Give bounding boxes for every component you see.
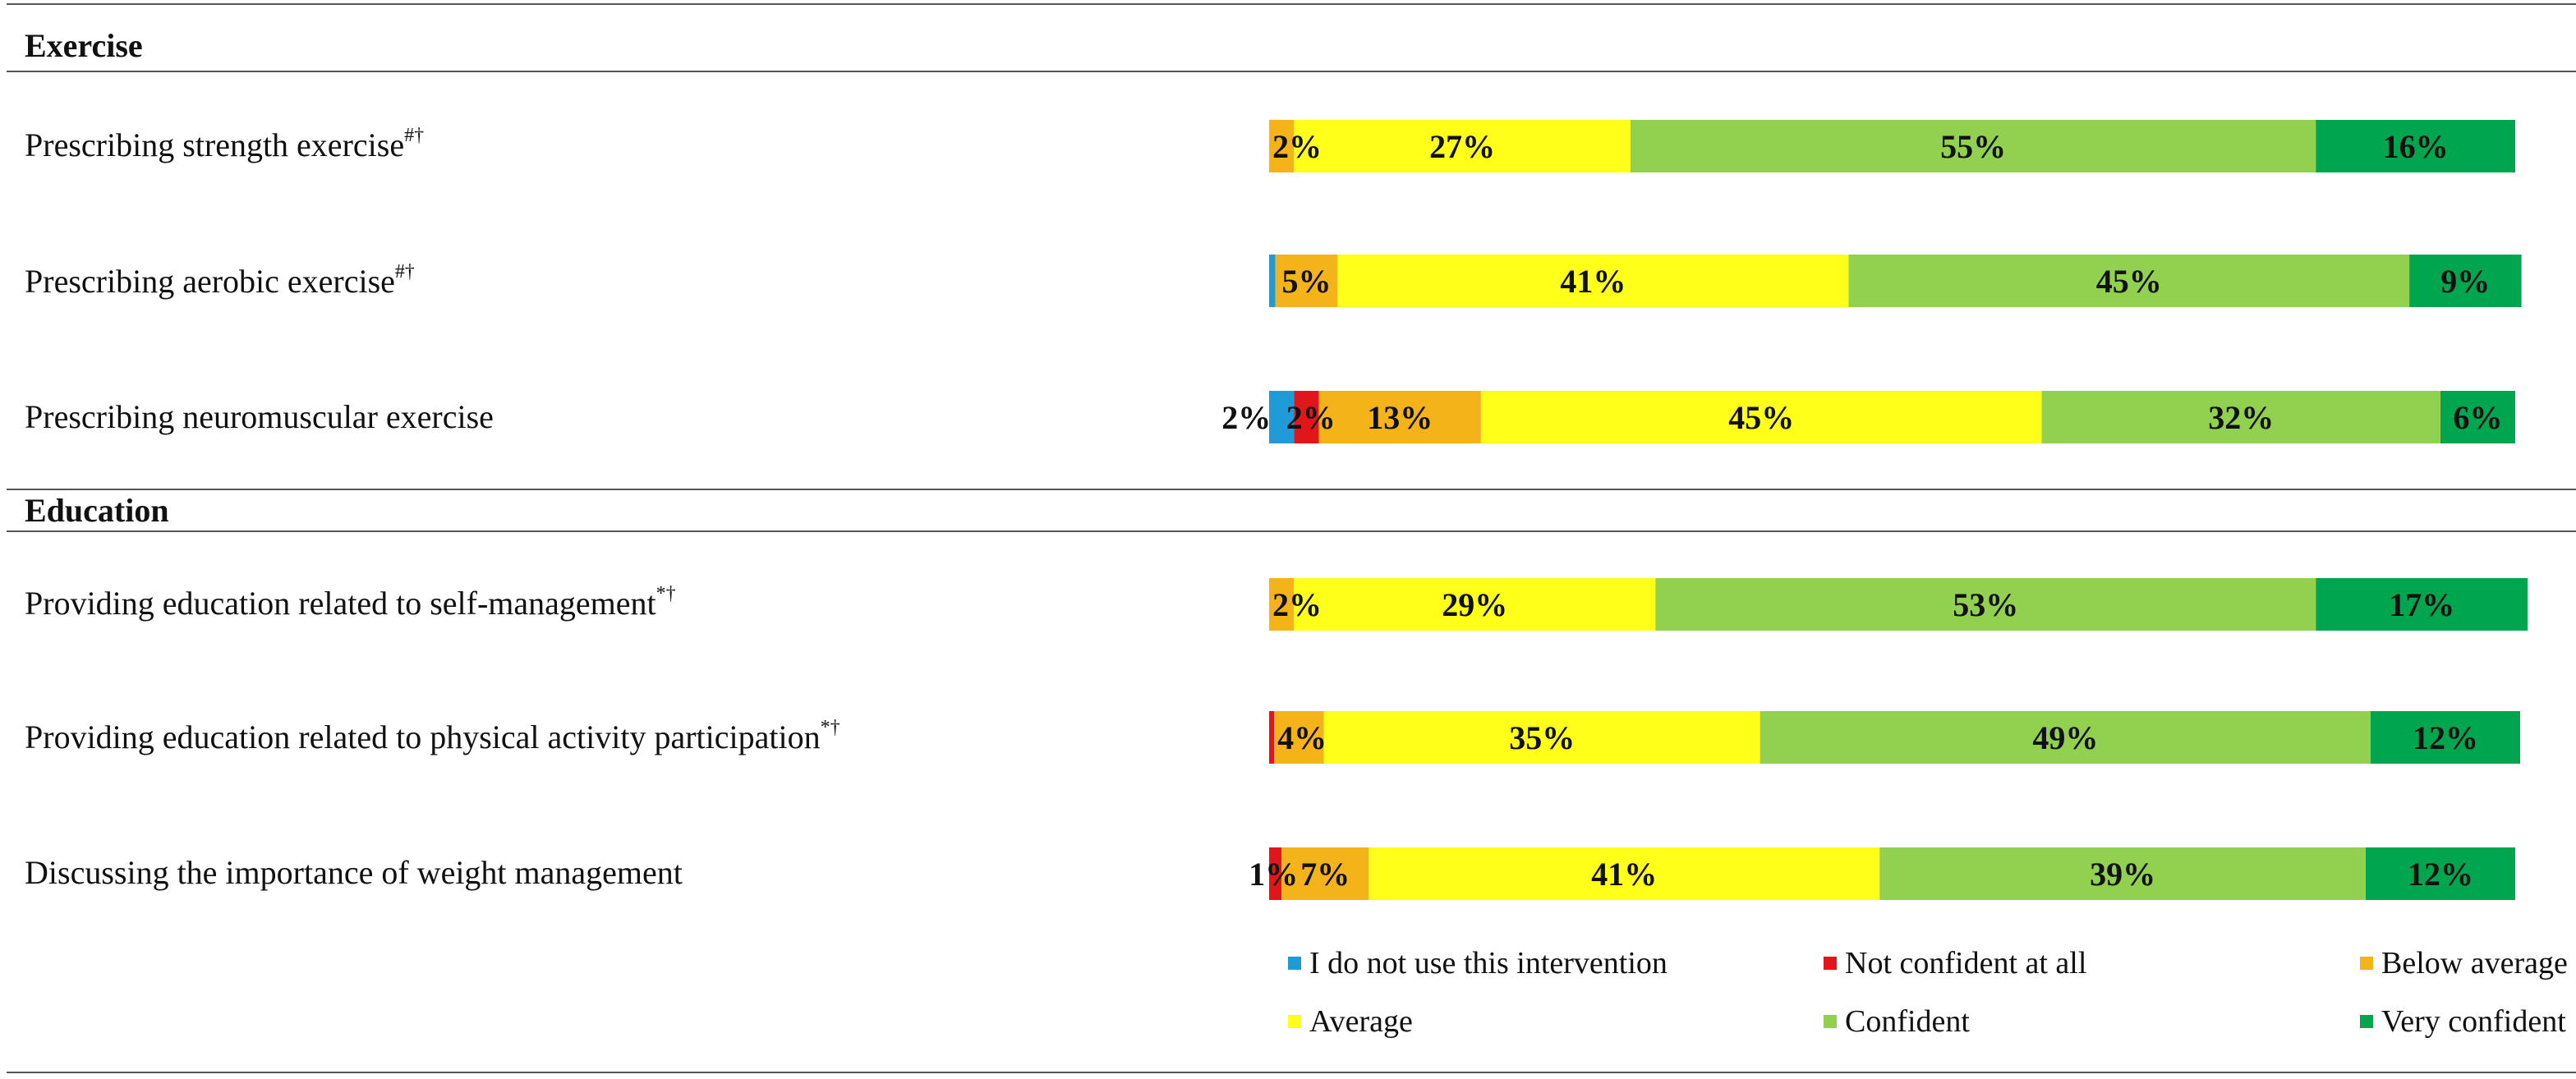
legend-swatch bbox=[2360, 957, 2373, 970]
row-label: Discussing the importance of weight mana… bbox=[25, 854, 683, 891]
bar-segment bbox=[1655, 578, 2316, 631]
section-title-education: Education bbox=[25, 492, 169, 529]
bar-segment bbox=[2440, 391, 2515, 443]
data-label: 13% bbox=[1367, 399, 1433, 436]
bar-segment bbox=[1480, 391, 2042, 443]
bar-segment bbox=[1879, 847, 2366, 900]
data-label: 17% bbox=[2389, 586, 2454, 623]
top-rule bbox=[7, 3, 2576, 5]
legend-label: Not confident at all bbox=[1845, 946, 2086, 980]
bar-segment bbox=[2316, 120, 2515, 172]
data-label: 35% bbox=[1509, 719, 1575, 756]
data-label: 1% bbox=[1249, 856, 1298, 893]
row-label: Prescribing strength exercise#† bbox=[25, 125, 425, 163]
bar-segment bbox=[1269, 255, 1276, 307]
legend-label: Below average bbox=[2381, 946, 2568, 980]
bar-segment bbox=[1848, 255, 2409, 307]
data-label: 41% bbox=[1591, 856, 1657, 893]
legend-label: Average bbox=[1309, 1004, 1413, 1039]
data-label: 41% bbox=[1560, 263, 1626, 300]
legend-label: Very confident bbox=[2381, 1004, 2566, 1039]
data-label: 29% bbox=[1442, 586, 1507, 623]
data-label: 12% bbox=[2408, 856, 2473, 893]
row-label: Prescribing aerobic exercise#† bbox=[25, 261, 415, 300]
data-label: 7% bbox=[1300, 856, 1350, 893]
legend-swatch bbox=[1288, 1015, 1301, 1028]
data-label: 2% bbox=[1221, 399, 1271, 436]
data-label: 32% bbox=[2208, 399, 2274, 436]
bar-segment bbox=[2366, 847, 2515, 900]
bar-segment bbox=[1274, 711, 1324, 764]
bar-segment bbox=[1368, 847, 1880, 900]
bar-segment bbox=[1269, 711, 1275, 764]
section-rule bbox=[7, 489, 2576, 490]
bar-segment bbox=[1294, 120, 1631, 172]
bar-segment bbox=[2409, 255, 2522, 307]
data-label: 55% bbox=[1940, 128, 2006, 165]
bar-segment bbox=[1323, 711, 1760, 764]
data-label: 5% bbox=[1282, 263, 1332, 300]
data-label: 4% bbox=[1277, 719, 1327, 756]
legend-swatch bbox=[1824, 1015, 1837, 1028]
legend-label: Confident bbox=[1845, 1004, 1970, 1039]
bar-segment bbox=[2316, 578, 2528, 631]
section-rule bbox=[7, 530, 2576, 532]
data-label: 6% bbox=[2454, 399, 2503, 436]
bar-segment bbox=[1294, 578, 1656, 631]
row-label: Providing education related to self-mana… bbox=[25, 583, 676, 622]
data-label: 45% bbox=[2096, 263, 2162, 300]
bar-segment bbox=[1294, 391, 1319, 443]
section-title-exercise: Exercise bbox=[25, 27, 143, 64]
legend-swatch bbox=[2360, 1015, 2373, 1028]
data-label: 39% bbox=[2090, 856, 2155, 893]
data-label: 53% bbox=[1953, 586, 2018, 623]
legend-swatch bbox=[1824, 957, 1837, 970]
data-label: 27% bbox=[1429, 128, 1495, 165]
bar-segment bbox=[1337, 255, 1849, 307]
data-label: 9% bbox=[2440, 263, 2490, 300]
bottom-rule bbox=[7, 1072, 2576, 1073]
legend-label: I do not use this intervention bbox=[1309, 946, 1668, 980]
legend-swatch bbox=[1288, 957, 1301, 970]
bar-segment bbox=[1630, 120, 2316, 172]
bar-segment bbox=[1269, 847, 1282, 900]
bar-segment bbox=[1275, 255, 1338, 307]
bar-segment bbox=[2371, 711, 2520, 764]
data-label: 2% bbox=[1272, 586, 1322, 623]
data-label: 45% bbox=[1728, 399, 1794, 436]
bar-segment bbox=[1281, 847, 1369, 900]
bar-segment bbox=[1269, 120, 1295, 172]
bar-segment bbox=[2041, 391, 2440, 443]
bar-segment bbox=[1760, 711, 2371, 764]
data-label: 16% bbox=[2383, 128, 2449, 165]
data-label: 49% bbox=[2032, 719, 2098, 756]
bar-segment bbox=[1269, 391, 1295, 443]
row-label: Prescribing neuromuscular exercise bbox=[25, 398, 494, 435]
bar-segment bbox=[1269, 578, 1295, 631]
data-label: 12% bbox=[2413, 719, 2478, 756]
row-label: Providing education related to physical … bbox=[25, 717, 840, 755]
section-rule bbox=[7, 71, 2576, 72]
data-label: 2% bbox=[1286, 399, 1336, 436]
bar-segment bbox=[1318, 391, 1481, 443]
data-label: 2% bbox=[1272, 128, 1322, 165]
